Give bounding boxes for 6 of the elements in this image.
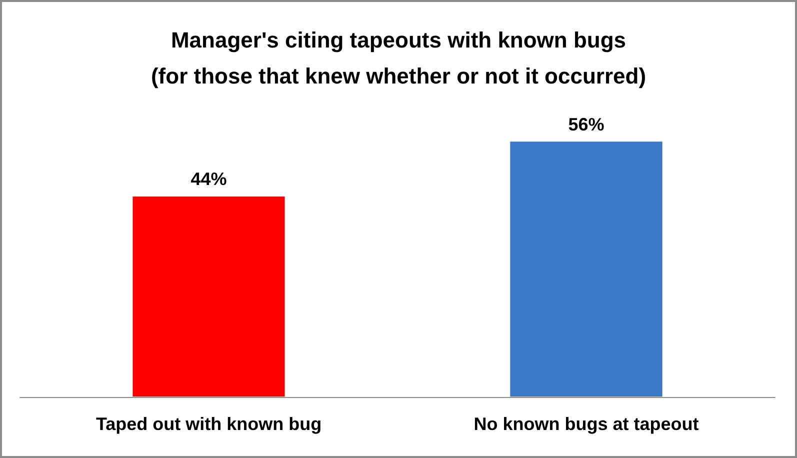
x-tick-label: Taped out with known bug [96,414,322,434]
chart-subtitle: (for those that knew whether or not it occurred) [150,64,646,88]
data-label: 44% [190,169,227,190]
chart-title: Manager's citing tapeouts with known bugs [170,28,626,52]
data-label: 56% [568,114,604,134]
x-tick-label: No known bugs at tapeout [474,414,699,434]
